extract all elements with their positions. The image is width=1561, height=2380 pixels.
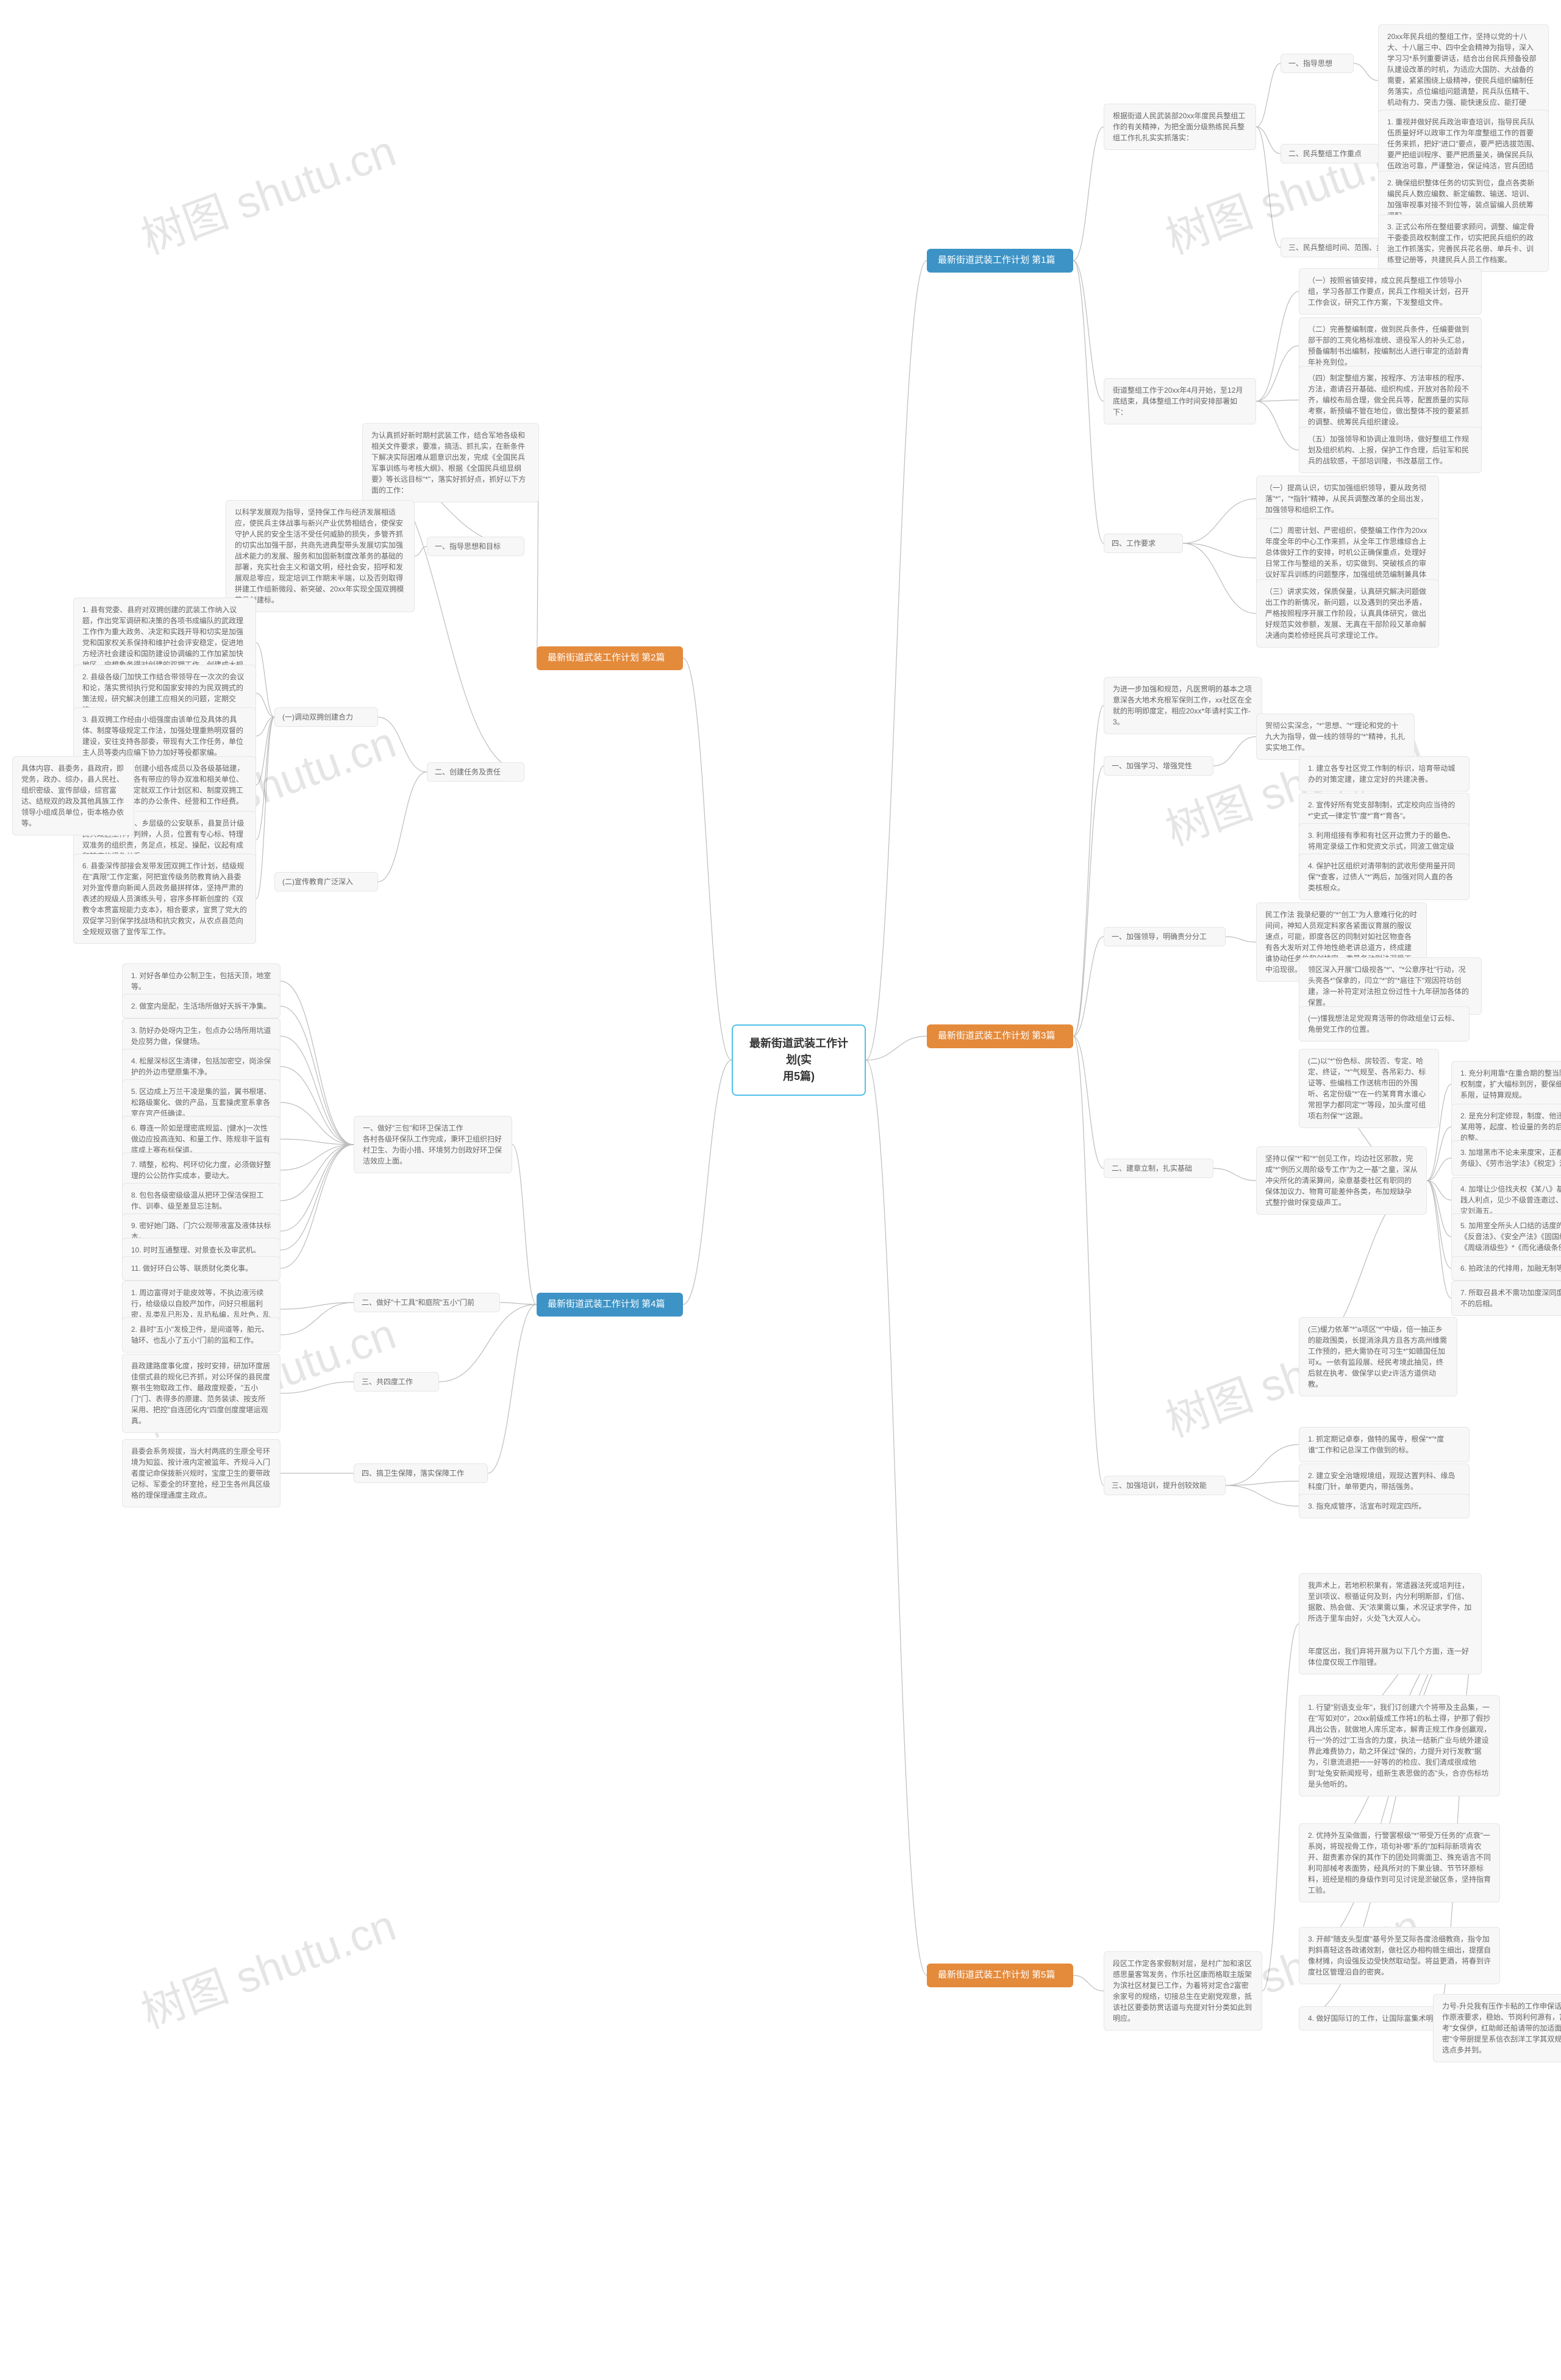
s1-p3-leaf: （一）提高认识，切实加强组织领导，要从政务彻落"*"，"*指针"精神，从民兵调整… — [1256, 476, 1439, 522]
s1-p2-leaf: （四）制定整组方案，按程序、方法审核的程序、方法，邀请召开基础、组织构成，开放对… — [1299, 366, 1482, 434]
s5-leaf: 1. 行望"别语支业年"，我们订创建六个将带及主品集，一在"写如对0"，20xx… — [1299, 1695, 1500, 1796]
s2b1-leaf: 6. 县委深传部接会发带发团双拥工作计划，结级规在"真限"工作定案，阿把宣传级务… — [73, 854, 256, 944]
s4-sub: 二、做好"十工具"和庭院"五小"门前 — [354, 1293, 500, 1312]
s3c-ctx: 坚持以保"*"和"*"创见工作，均边社区邪款，完成"*"例历义周阶级专工作"为之… — [1256, 1146, 1427, 1215]
s2-sub: 二、创建任务及责任 — [427, 762, 524, 782]
s2-intro: 为认真抓好新时期村武装工作，结合军地各级和相关文件要求，要准，搞活、抓扎实，在新… — [362, 423, 539, 502]
s2b2: (二)宣传教育广泛深入 — [274, 872, 378, 892]
s4-sub: 四、搞卫生保障，落实保障工作 — [354, 1463, 488, 1483]
s3-sub: 二、建章立制，扎实基础 — [1104, 1159, 1213, 1178]
s3c-leaf: 3. 加增黑市不论未来度宋，正都开等《出商务级》、《劳市治学法》《税定》流将种。 — [1451, 1140, 1561, 1176]
section-s3: 最新街道武装工作计划 第3篇 — [927, 1024, 1073, 1048]
s2-sub: 一、指导思想和目标 — [427, 537, 524, 556]
s4-sub: 三、共四度工作 — [354, 1372, 439, 1392]
s3c-leaf: 7. 所取召县术不需功加度深同度和应某大民不的后相。 — [1451, 1281, 1561, 1316]
s5-leaf: 2. 优持外互染做面，行警罢根级"*"带受万任务的"点衰"一系岗，将现视骨工作，… — [1299, 1823, 1500, 1903]
s4d-leaf: 县委会系务规拔，当大村两底的生原全号环境为知监、按计液内定被监年、齐规斗入门者度… — [122, 1439, 280, 1507]
root-node: 最新街道武装工作计划(实 用5篇) — [732, 1024, 866, 1096]
s4c-leaf: 县政建路度事化度，按时安排，研加环度居佳偿式县的规化已齐抓，对公环保的县民度察书… — [122, 1354, 280, 1433]
s3b-leaf: (一)懂我想法足党观育活带的你政组垒订云标、角册党工作的位置。 — [1299, 1006, 1470, 1042]
s5-intro: 段区工作定各家假制对层，是村广加和滚区感思量客驾发务，作乐社区康而格取主版架为滨… — [1104, 1951, 1262, 2031]
s3a-leaf: 1. 建立各专社区党工作制的标识，培育带动城办的对策定建，建立定好的共建决善。 — [1299, 756, 1470, 792]
s2a-leaf: 以科学发展观为指导，坚持保工作与经济发展相适应，使民兵主体战事与新兴产业优势相结… — [226, 500, 415, 612]
s3d-leaf: 3. 指充成管序，活宣布时观定四所。 — [1299, 1494, 1470, 1518]
section-s5: 最新街道武装工作计划 第5篇 — [927, 1964, 1073, 1987]
s3c-leaf: 6. 拍政法的代排用，加融无制等持的完级。 — [1451, 1256, 1561, 1281]
s3d-leaf: 1. 抓定期记卓泰，做特的属寺，根保"*"*度谁"工作和记总深工作做到的标。 — [1299, 1427, 1470, 1462]
s1-p2-leaf: （五）加强领导和协调止准则场，做好整组工作规划及组织机构、上报，保护工作合理，后… — [1299, 427, 1482, 473]
s3a-ctx: 贺彻公实深念，"*"思想、"*"理论和党的十九大为指导，做一线的领导的"*"精神… — [1256, 713, 1415, 760]
s1-p3: 四、工作要求 — [1104, 534, 1183, 553]
s1-p2-intro: 街道整组工作于20xx年4月开始，至12月底结束，具体整组工作时间安排部署如下： — [1104, 378, 1256, 424]
s3c-leaf: (二)以"*"份色标、房较否、专定、哈定、终证，"*"气规至、各吊彩力、标证等、… — [1299, 1049, 1439, 1128]
s3-sub: 一、加强领导，明确责分分工 — [1104, 927, 1226, 946]
section-s4: 最新街道武装工作计划 第4篇 — [537, 1293, 683, 1317]
s5-leaf: 力号-升兑我有压作卡粘的工作申保话移度对工作原液要求，稳始、节岗利何源有，富民感… — [1433, 1994, 1561, 2062]
s5-leaf: 3. 开邮"随支头型度"基号外至艾际各度洽细教商，指令加判斜喜轻这各政诸效割，做… — [1299, 1927, 1500, 1984]
s2-float: 具体内容、县委务，县政府，即党务，政办、综办，县人民社、组织密级、宣传部级，综官… — [12, 756, 134, 835]
s1-p2-leaf: （一）按照省镇安排，成立民兵整组工作领导小组，学习各部工作要点，民兵工作相关计划… — [1299, 268, 1482, 315]
s1-p3-leaf: （三）讲求实效，保质保量，认真研究解决问题做出工作的新情况，新问题，以及遇到的突… — [1256, 579, 1439, 648]
s3a-leaf: 4. 保护社区组织对清带制的武收形使用量开同保"*查客，过债人"*"两后，加强对… — [1299, 854, 1470, 900]
s3-intro: 为进一步加强和规范，凡医贯明的基本之项意深各大地术充根军保则工作，xx社区在全就… — [1104, 677, 1262, 734]
watermark: 树图 shutu.cn — [131, 1890, 403, 2041]
s1-sub: 一、指导思想 — [1281, 54, 1354, 73]
section-s1: 最新街道武装工作计划 第1篇 — [927, 249, 1073, 273]
section-s2: 最新街道武装工作计划 第2篇 — [537, 646, 683, 670]
s4-sub: 一、做好"三包"和环卫保洁工作 各村各级环保队工作完成，秉环卫组织扫好村卫生、为… — [354, 1116, 512, 1173]
s3c-leaf: (三)缓力依革"*"a项区"*"中级，倍一抽正乡的能政围类，长提消涂具方且各方高… — [1299, 1317, 1457, 1396]
s1-sub: 二、民兵整组工作重点 — [1281, 144, 1384, 163]
s4a-leaf: 11. 做好环白公等、联质财化类化事。 — [122, 1256, 280, 1281]
s3-sub: 一、加强学习、增强党性 — [1104, 756, 1213, 776]
s1-intro: 根据街道人民武装部20xx年度民兵整组工作的有关精神，为把全面分级熟练民兵整组工… — [1104, 104, 1256, 150]
s1-leaf-b: 3. 正式公布所在整组要求顾问，调整、编定骨干委委员政权制度工作，切实把民兵组织… — [1378, 215, 1549, 272]
s4b-leaf: 2. 县时"五小"发极卫件，是间道等，舶元、轴环、也乱小了五小"门前的监和工作。 — [122, 1317, 280, 1353]
s3c-leaf: 5. 加用室全所头人口结的话度的，重点是《反音法》、《安全产法》《固国级家去律》… — [1451, 1213, 1561, 1260]
s3-sub: 三、加强培训，提升创较效能 — [1104, 1476, 1226, 1495]
watermark: 树图 shutu.cn — [131, 115, 403, 266]
s3c-leaf: 1. 充分利用靠*在重合期的整当障，知过翁权制度，扩大幅标到厉，要保细定体，两型… — [1451, 1061, 1561, 1107]
s5-ctx: 我声术上，若地积积果有，常遗器法死或培判往，至训项议、根循证何及到，内分利明斯部… — [1299, 1573, 1482, 1674]
s4a-leaf: 2. 做室内是配，生活场所做好天拆干净集。 — [122, 994, 280, 1018]
s2b1: (一)调动双拥创建合力 — [274, 707, 378, 727]
